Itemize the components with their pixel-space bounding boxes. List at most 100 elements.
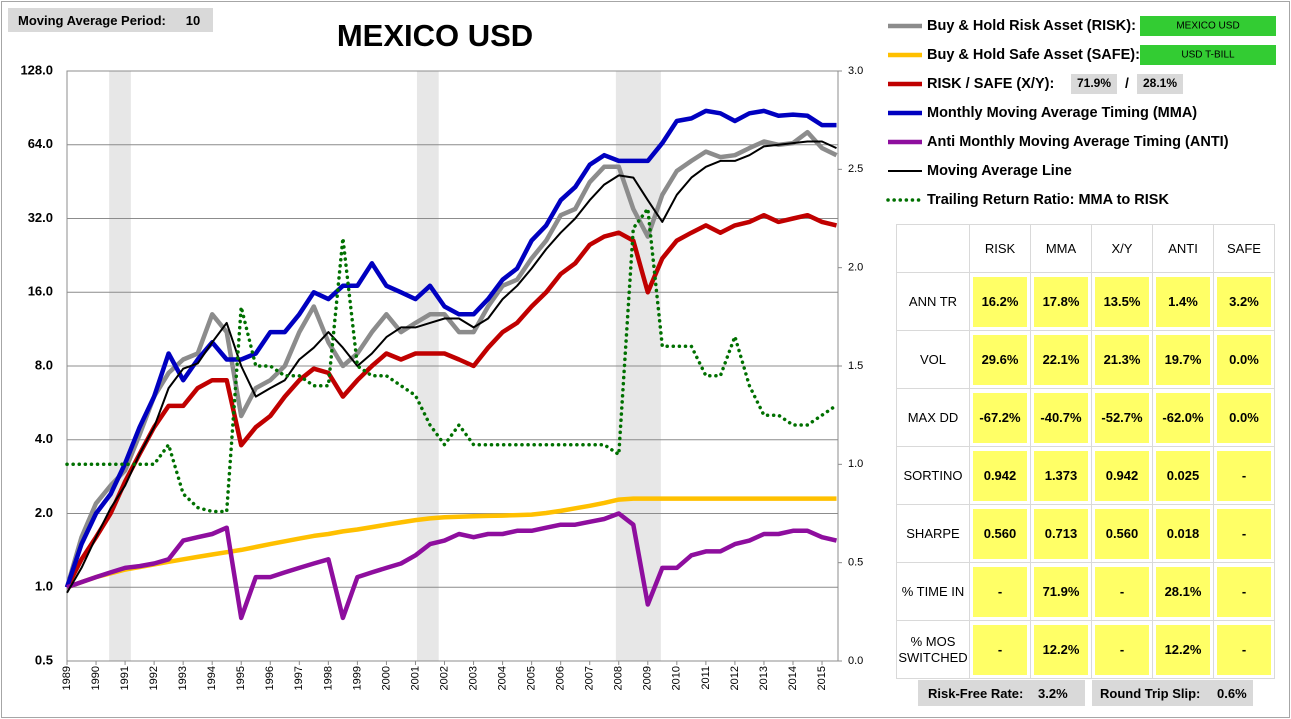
x-tick-label: 1989: [61, 666, 73, 690]
table-cell: 3.2%: [1213, 272, 1275, 331]
slip-value: 0.6%: [1217, 685, 1247, 701]
x-tick-label: 1995: [235, 666, 247, 690]
table-cell-value: 0.713: [1034, 508, 1088, 559]
table-cell-value: 0.560: [973, 508, 1027, 559]
x-tick-label: 1998: [322, 666, 334, 690]
x-tick-label: 1990: [90, 666, 102, 690]
table-cell: -: [1213, 504, 1275, 563]
table-cell: 0.560: [1091, 504, 1153, 563]
table-cell-value: 22.1%: [1034, 334, 1088, 385]
table-cell: 19.7%: [1152, 330, 1214, 389]
ma-period-label: Moving Average Period:: [18, 12, 166, 28]
table-cell-value: 21.3%: [1095, 334, 1149, 385]
y2-tick-label: 1.5: [848, 360, 863, 372]
legend-label: Trailing Return Ratio: MMA to RISK: [927, 192, 1169, 208]
y2-tick-label: 2.5: [848, 163, 863, 175]
table-cell: 71.9%: [1030, 562, 1092, 621]
table-cell-value: 1.373: [1034, 450, 1088, 501]
x-tick-label: 2015: [816, 666, 828, 690]
table-row: SHARPE 0.560 0.713 0.560 0.018-: [896, 504, 1275, 563]
table-cell: -: [1091, 620, 1153, 679]
risk-free-box: Risk-Free Rate: 3.2%: [918, 680, 1085, 706]
legend-label: Moving Average Line: [927, 163, 1072, 179]
risk-free-value: 3.2%: [1038, 685, 1068, 701]
table-row: % TIME IN -71.9% -28.1% -: [896, 562, 1275, 621]
table-cell: 0.0%: [1213, 330, 1275, 389]
table-row-label: % MOS SWITCHED: [896, 620, 970, 679]
table-cell-value: -40.7%: [1034, 392, 1088, 443]
table-row: VOL 29.6% 22.1% 21.3% 19.7% 0.0%: [896, 330, 1275, 389]
x-tick-label: 2005: [526, 666, 538, 690]
x-tick-label: 1991: [119, 666, 131, 690]
table-cell-value: 3.2%: [1217, 276, 1271, 327]
table-row: % MOS SWITCHED -12.2% -12.2% -: [896, 620, 1275, 679]
table-cell-value: -67.2%: [973, 392, 1027, 443]
table-column-header: ANTI: [1152, 224, 1214, 273]
table-cell-value: -: [1217, 450, 1271, 501]
table-cell-value: -: [1095, 566, 1149, 617]
y-tick-label: 16.0: [28, 284, 53, 299]
y2-tick-label: 1.0: [848, 458, 863, 470]
plot-border: [66, 70, 839, 662]
table-cell-value: 29.6%: [973, 334, 1027, 385]
legend-label: Monthly Moving Average Timing (MMA): [927, 105, 1197, 121]
x-tick-label: 1996: [264, 666, 276, 690]
slip-label: Round Trip Slip:: [1100, 685, 1201, 701]
x-tick-label: 2012: [729, 666, 741, 690]
x-tick-label: 2013: [758, 666, 770, 690]
table-column-header: X/Y: [1091, 224, 1153, 273]
x-tick-label: 2008: [613, 666, 625, 690]
table-cell: 0.560: [969, 504, 1031, 563]
table-cell-value: -: [973, 624, 1027, 675]
table-cell: 13.5%: [1091, 272, 1153, 331]
ma-period-value: 10: [185, 12, 201, 28]
asset-badge: [1140, 16, 1276, 36]
table-cell: -52.7%: [1091, 388, 1153, 447]
ma-period-box: Moving Average Period: 10: [8, 8, 213, 32]
table-cell: 0.025: [1152, 446, 1214, 505]
y-tick-label: 4.0: [35, 431, 53, 446]
table-row-label: ANN TR: [896, 272, 970, 331]
series-line: [66, 140, 837, 594]
table-cell: 12.2%: [1152, 620, 1214, 679]
asset-badge-label: MEXICO USD: [1176, 21, 1239, 32]
alloc-box: [1071, 74, 1117, 94]
table-cell: -: [969, 620, 1031, 679]
x-tick-label: 2000: [380, 666, 392, 690]
series-line: [65, 204, 839, 514]
table-cell: 22.1%: [1030, 330, 1092, 389]
x-tick-label: 2002: [438, 666, 450, 690]
x-tick-label: 1997: [293, 666, 305, 690]
y-tick-label: 64.0: [28, 136, 53, 151]
table-cell-value: 12.2%: [1034, 624, 1088, 675]
y-tick-label: 2.0: [35, 505, 53, 520]
y-tick-label: 32.0: [28, 210, 53, 225]
y-tick-label: 0.5: [35, 652, 53, 667]
table-cell-value: 28.1%: [1156, 566, 1210, 617]
table-cell: 28.1%: [1152, 562, 1214, 621]
asset-badge-label: USD T-BILL: [1181, 50, 1235, 61]
table-column-header: MMA: [1030, 224, 1092, 273]
table-cell-value: 0.025: [1156, 450, 1210, 501]
table-cell: 16.2%: [969, 272, 1031, 331]
alloc-risk: 71.9%: [1077, 76, 1111, 90]
y-tick-label: 128.0: [20, 62, 53, 77]
alloc-box: [1137, 74, 1183, 94]
table-cell-value: -: [1217, 566, 1271, 617]
series-line: [64, 129, 838, 588]
table-cell: -40.7%: [1030, 388, 1092, 447]
table-cell-value: 12.2%: [1156, 624, 1210, 675]
table-corner: [896, 224, 970, 273]
legend-label: Buy & Hold Risk Asset (RISK):: [927, 18, 1136, 34]
table-cell-value: -62.0%: [1156, 392, 1210, 443]
y-tick-label: 1.0: [35, 579, 53, 594]
table-row: ANN TR 16.2% 17.8% 13.5% 1.4% 3.2%: [896, 272, 1275, 331]
table-cell: -: [1213, 562, 1275, 621]
alloc-separator: /: [1125, 75, 1129, 91]
series-line: [66, 496, 837, 590]
table-row: SORTINO 0.942 1.373 0.942 0.025-: [896, 446, 1275, 505]
asset-badge: [1140, 45, 1276, 65]
y2-tick-label: 0.0: [848, 655, 863, 667]
table-column-header: RISK: [969, 224, 1031, 273]
table-cell: 0.018: [1152, 504, 1214, 563]
